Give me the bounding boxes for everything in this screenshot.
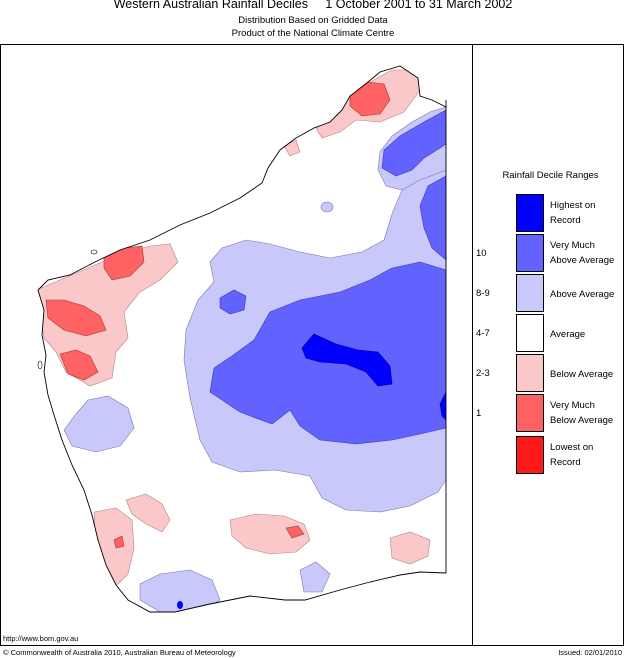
subtitle-distribution: Distribution Based on Gridded Data (238, 15, 388, 26)
legend-swatch-lowest (516, 436, 544, 474)
highest-on-record-region-dot (177, 601, 183, 609)
very-much-below-average-region-northwest (45, 299, 107, 337)
legend-key-4-7: 4-7 (476, 328, 490, 339)
below-average-region-south (229, 513, 311, 555)
above-average-region-west (63, 395, 135, 453)
very-much-above-average-region-east (419, 175, 446, 261)
legend-key-1: 1 (476, 408, 482, 419)
barrow-island (90, 249, 98, 255)
subtitle-product: Product of the National Climate Centre (231, 28, 395, 39)
very-much-below-average-region-kimberley (349, 81, 391, 117)
very-much-below-average-region-south (285, 525, 305, 539)
legend-label-below: Below Average (550, 369, 614, 380)
rottnest-island (37, 360, 43, 370)
above-average-region-southwest (139, 569, 221, 612)
legend-label-above: Above Average (550, 289, 615, 300)
above-average-region-south (299, 561, 331, 593)
highest-on-record-region (301, 333, 393, 387)
legend-swatch-very-much-above (516, 234, 544, 272)
legend-swatch-above (516, 274, 544, 312)
wa-coastline (37, 65, 447, 613)
copyright-notice: © Commonwealth of Australia 2010, Austra… (3, 648, 236, 657)
legend-divider (472, 44, 473, 646)
below-average-region-south-2 (125, 493, 171, 533)
legend-swatch-average (516, 314, 544, 352)
map-title: Western Australian Rainfall Deciles 1 Oc… (0, 0, 626, 11)
legend-title: Rainfall Decile Ranges (502, 170, 599, 181)
very-much-above-average-region-small (219, 289, 247, 315)
very-much-below-average-region-southwest (113, 535, 125, 549)
website-link[interactable]: http://www.bom.gov.au (3, 634, 79, 643)
very-much-above-average-region-northeast (381, 109, 446, 177)
rainfall-decile-map (37, 65, 447, 613)
legend-label-highest: Highest on Record (550, 200, 596, 226)
title-period: 1 October 2001 to 31 March 2002 (325, 0, 513, 11)
highest-on-record-region-edge (439, 391, 446, 421)
legend-swatch-very-much-below (516, 394, 544, 432)
legend-swatch-below (516, 354, 544, 392)
map-frame (0, 44, 624, 646)
issued-date: Issued: 02/01/2010 (558, 648, 622, 657)
legend-label-lowest: Lowest on Record (550, 442, 594, 468)
legend-label-very-much-above: Very Much Above Average (550, 240, 615, 266)
legend-key-10: 10 (476, 248, 487, 259)
legend-label-very-much-below: Very Much Below Average (550, 400, 614, 426)
above-average-region-dot (320, 201, 334, 213)
title-text: Western Australian Rainfall Deciles (113, 0, 308, 11)
below-average-region-southeast (389, 531, 431, 565)
legend-key-2-3: 2-3 (476, 368, 490, 379)
legend-label-average: Average (550, 329, 586, 340)
legend-key-8-9: 8-9 (476, 288, 490, 299)
very-much-below-average-region-coast (59, 349, 99, 381)
legend-swatch-highest (516, 194, 544, 232)
